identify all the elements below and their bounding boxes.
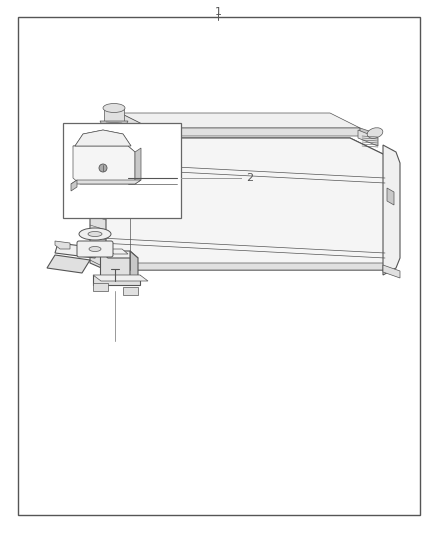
Polygon shape [120,113,360,136]
Polygon shape [55,241,70,249]
Polygon shape [55,243,98,258]
Text: 1: 1 [215,7,222,17]
Polygon shape [73,146,135,184]
Polygon shape [360,128,375,141]
Polygon shape [71,180,77,191]
Polygon shape [100,246,385,270]
Polygon shape [71,180,141,184]
Polygon shape [100,138,385,270]
Polygon shape [93,275,148,281]
Polygon shape [383,145,400,275]
Polygon shape [93,283,108,291]
Polygon shape [108,249,128,254]
Polygon shape [104,108,124,123]
Ellipse shape [367,128,383,138]
Polygon shape [75,130,131,146]
Ellipse shape [88,231,102,237]
Polygon shape [385,150,393,270]
Polygon shape [100,251,130,278]
Bar [63,123,181,218]
Polygon shape [358,130,378,146]
Polygon shape [100,121,128,125]
Polygon shape [130,251,138,285]
Polygon shape [385,150,395,273]
Polygon shape [90,138,106,270]
Ellipse shape [103,103,125,112]
FancyBboxPatch shape [77,241,113,257]
Polygon shape [47,255,90,273]
Ellipse shape [79,228,111,240]
Polygon shape [120,113,360,128]
Polygon shape [383,265,400,278]
Polygon shape [100,251,138,258]
Polygon shape [93,275,140,285]
Polygon shape [123,287,138,295]
Polygon shape [73,146,135,152]
Circle shape [99,164,107,172]
Polygon shape [100,138,385,155]
Polygon shape [387,188,394,205]
Polygon shape [135,148,141,184]
Ellipse shape [89,246,101,252]
Text: 2: 2 [246,173,253,183]
